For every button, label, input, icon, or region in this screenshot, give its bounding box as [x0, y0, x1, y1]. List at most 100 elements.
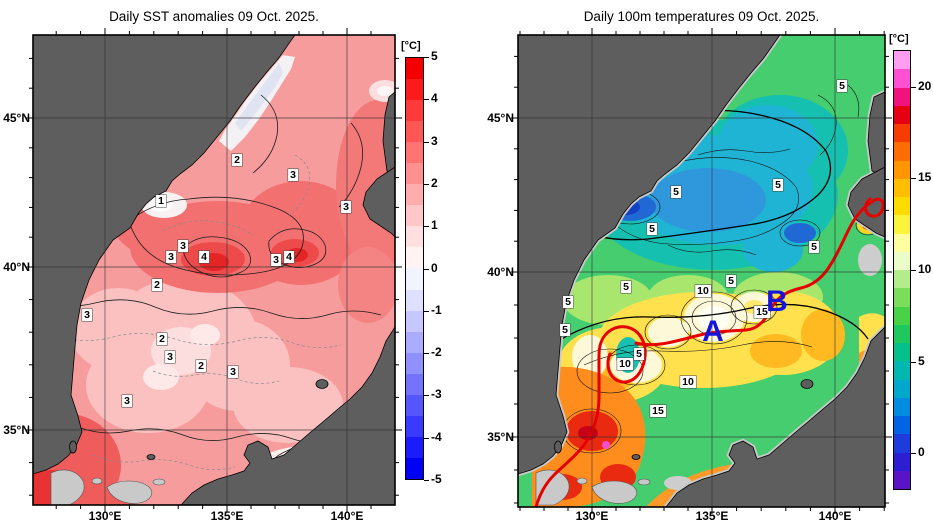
axis-tick-label-longitude: 135°E [210, 509, 244, 523]
contour-value-label: 5 [671, 186, 681, 198]
colorbar-tick-label: 3 [431, 133, 438, 148]
colorbar-segment [894, 142, 910, 161]
contour-value-label: 3 [166, 251, 176, 263]
colorbar-segment [894, 69, 910, 88]
colorbar-tick-label: -3 [431, 387, 442, 402]
colorbar-segment [894, 470, 910, 489]
colorbar-segment [894, 197, 910, 216]
axis-tick-label-latitude: 40°N [487, 265, 514, 279]
colorbar-segment [894, 270, 910, 289]
colorbar-tick-mark [424, 57, 429, 58]
colorbar-segment [894, 124, 910, 143]
contour-value-label: 4 [199, 251, 209, 263]
contour-value-label: 3 [82, 309, 92, 321]
colorbar-segment [894, 306, 910, 325]
axis-tick-label-latitude: 45°N [487, 111, 514, 125]
colorbar-tick-mark [424, 141, 429, 143]
colorbar-unit-label: [°C] [889, 33, 909, 45]
colorbar-segment [406, 226, 423, 248]
map-annotation-letter: A [702, 315, 724, 348]
colorbar-tick-mark [424, 99, 429, 101]
colorbar-segment [894, 178, 910, 197]
colorbar-segment [406, 331, 423, 353]
map-title-t100: Daily 100m temperatures 09 Oct. 2025. [583, 9, 820, 24]
contour-value-label: 10 [695, 285, 711, 297]
contour-value-label: 3 [165, 351, 175, 363]
colorbar-segment [406, 457, 423, 479]
colorbar-segment [894, 215, 910, 234]
colorbar [893, 50, 911, 490]
colorbar-tick-mark [911, 361, 916, 363]
contour-value-label: 3 [228, 366, 238, 378]
colorbar-segment [406, 415, 423, 437]
colorbar-segment [406, 100, 423, 122]
colorbar-segment [894, 379, 910, 398]
contour-value-label: 5 [726, 275, 736, 287]
contour-value-label: 2 [152, 279, 162, 291]
colorbar-tick-mark [424, 310, 429, 312]
axis-tick-label-longitude: 130°E [88, 509, 122, 523]
colorbar-segment [406, 79, 423, 101]
axis-tick-label-latitude: 40°N [3, 260, 30, 274]
colorbar-tick-label: 0 [918, 445, 925, 460]
grid-and-frame [511, 28, 892, 514]
sst-map-svg [26, 28, 402, 512]
contour-value-label: 2 [157, 333, 167, 345]
colorbar-segment [894, 105, 910, 124]
current-axis-line [534, 197, 885, 507]
contour-value-label: 1 [156, 195, 166, 207]
colorbar-tick-label: 5 [431, 49, 438, 63]
colorbar-tick-label: -2 [431, 345, 442, 360]
colorbar-tick-label: 20 [918, 78, 932, 93]
colorbar-segment [894, 51, 910, 70]
colorbar-tick-label: 15 [918, 170, 932, 185]
colorbar-tick-label: 2 [431, 175, 438, 190]
colorbar-segment [894, 87, 910, 106]
contour-value-label: 10 [680, 376, 696, 388]
colorbar-segment [406, 394, 423, 416]
t100-land-layer [518, 35, 885, 507]
colorbar-tick-mark [911, 270, 916, 271]
contour-value-label: 3 [288, 169, 298, 181]
colorbar-segment [406, 373, 423, 395]
contour-value-label: 3 [271, 254, 281, 266]
contour-value-label: 4 [284, 251, 294, 263]
contour-value-label: 2 [232, 154, 242, 166]
colorbar-tick-label: -1 [431, 302, 442, 317]
contour-value-label: 5 [773, 179, 783, 191]
colorbar-tick-mark [424, 437, 429, 439]
map-annotation-letter: B [766, 285, 788, 318]
colorbar-tick-mark [424, 226, 429, 228]
contour-value-label: 5 [634, 348, 644, 360]
contour-value-label: 5 [560, 324, 570, 336]
contour-value-label: 3 [178, 240, 188, 252]
colorbar-tick-mark [911, 453, 916, 455]
colorbar-unit-label: [°C] [401, 40, 421, 52]
colorbar-segment [894, 434, 910, 453]
colorbar-tick-mark [424, 268, 429, 270]
sst-land-layer [33, 35, 395, 505]
colorbar-tick-label: -5 [431, 472, 442, 486]
colorbar-segment [406, 289, 423, 311]
contour-value-label: 5 [563, 296, 573, 308]
colorbar-segment [894, 160, 910, 179]
colorbar-segment [406, 310, 423, 332]
colorbar-segment [894, 324, 910, 343]
contour-value-label: 15 [650, 405, 666, 417]
contour-value-label: 5 [647, 223, 657, 235]
colorbar-segment [894, 288, 910, 307]
colorbar-tick-label: 4 [431, 91, 438, 106]
colorbar-tick-mark [424, 183, 429, 185]
axis-tick-label-longitude: 130°E [575, 509, 609, 523]
axis-tick-label-latitude: 35°N [3, 423, 30, 437]
contour-value-label: 3 [122, 395, 132, 407]
colorbar-segment [894, 343, 910, 362]
colorbar-segment [894, 361, 910, 380]
axis-tick-label-longitude: 140°E [330, 509, 364, 523]
colorbar-segment [406, 58, 423, 80]
axis-tick-label-latitude: 45°N [3, 111, 30, 125]
colorbar-segment [406, 142, 423, 164]
colorbar-tick-mark [424, 480, 429, 481]
colorbar-segment [406, 121, 423, 143]
